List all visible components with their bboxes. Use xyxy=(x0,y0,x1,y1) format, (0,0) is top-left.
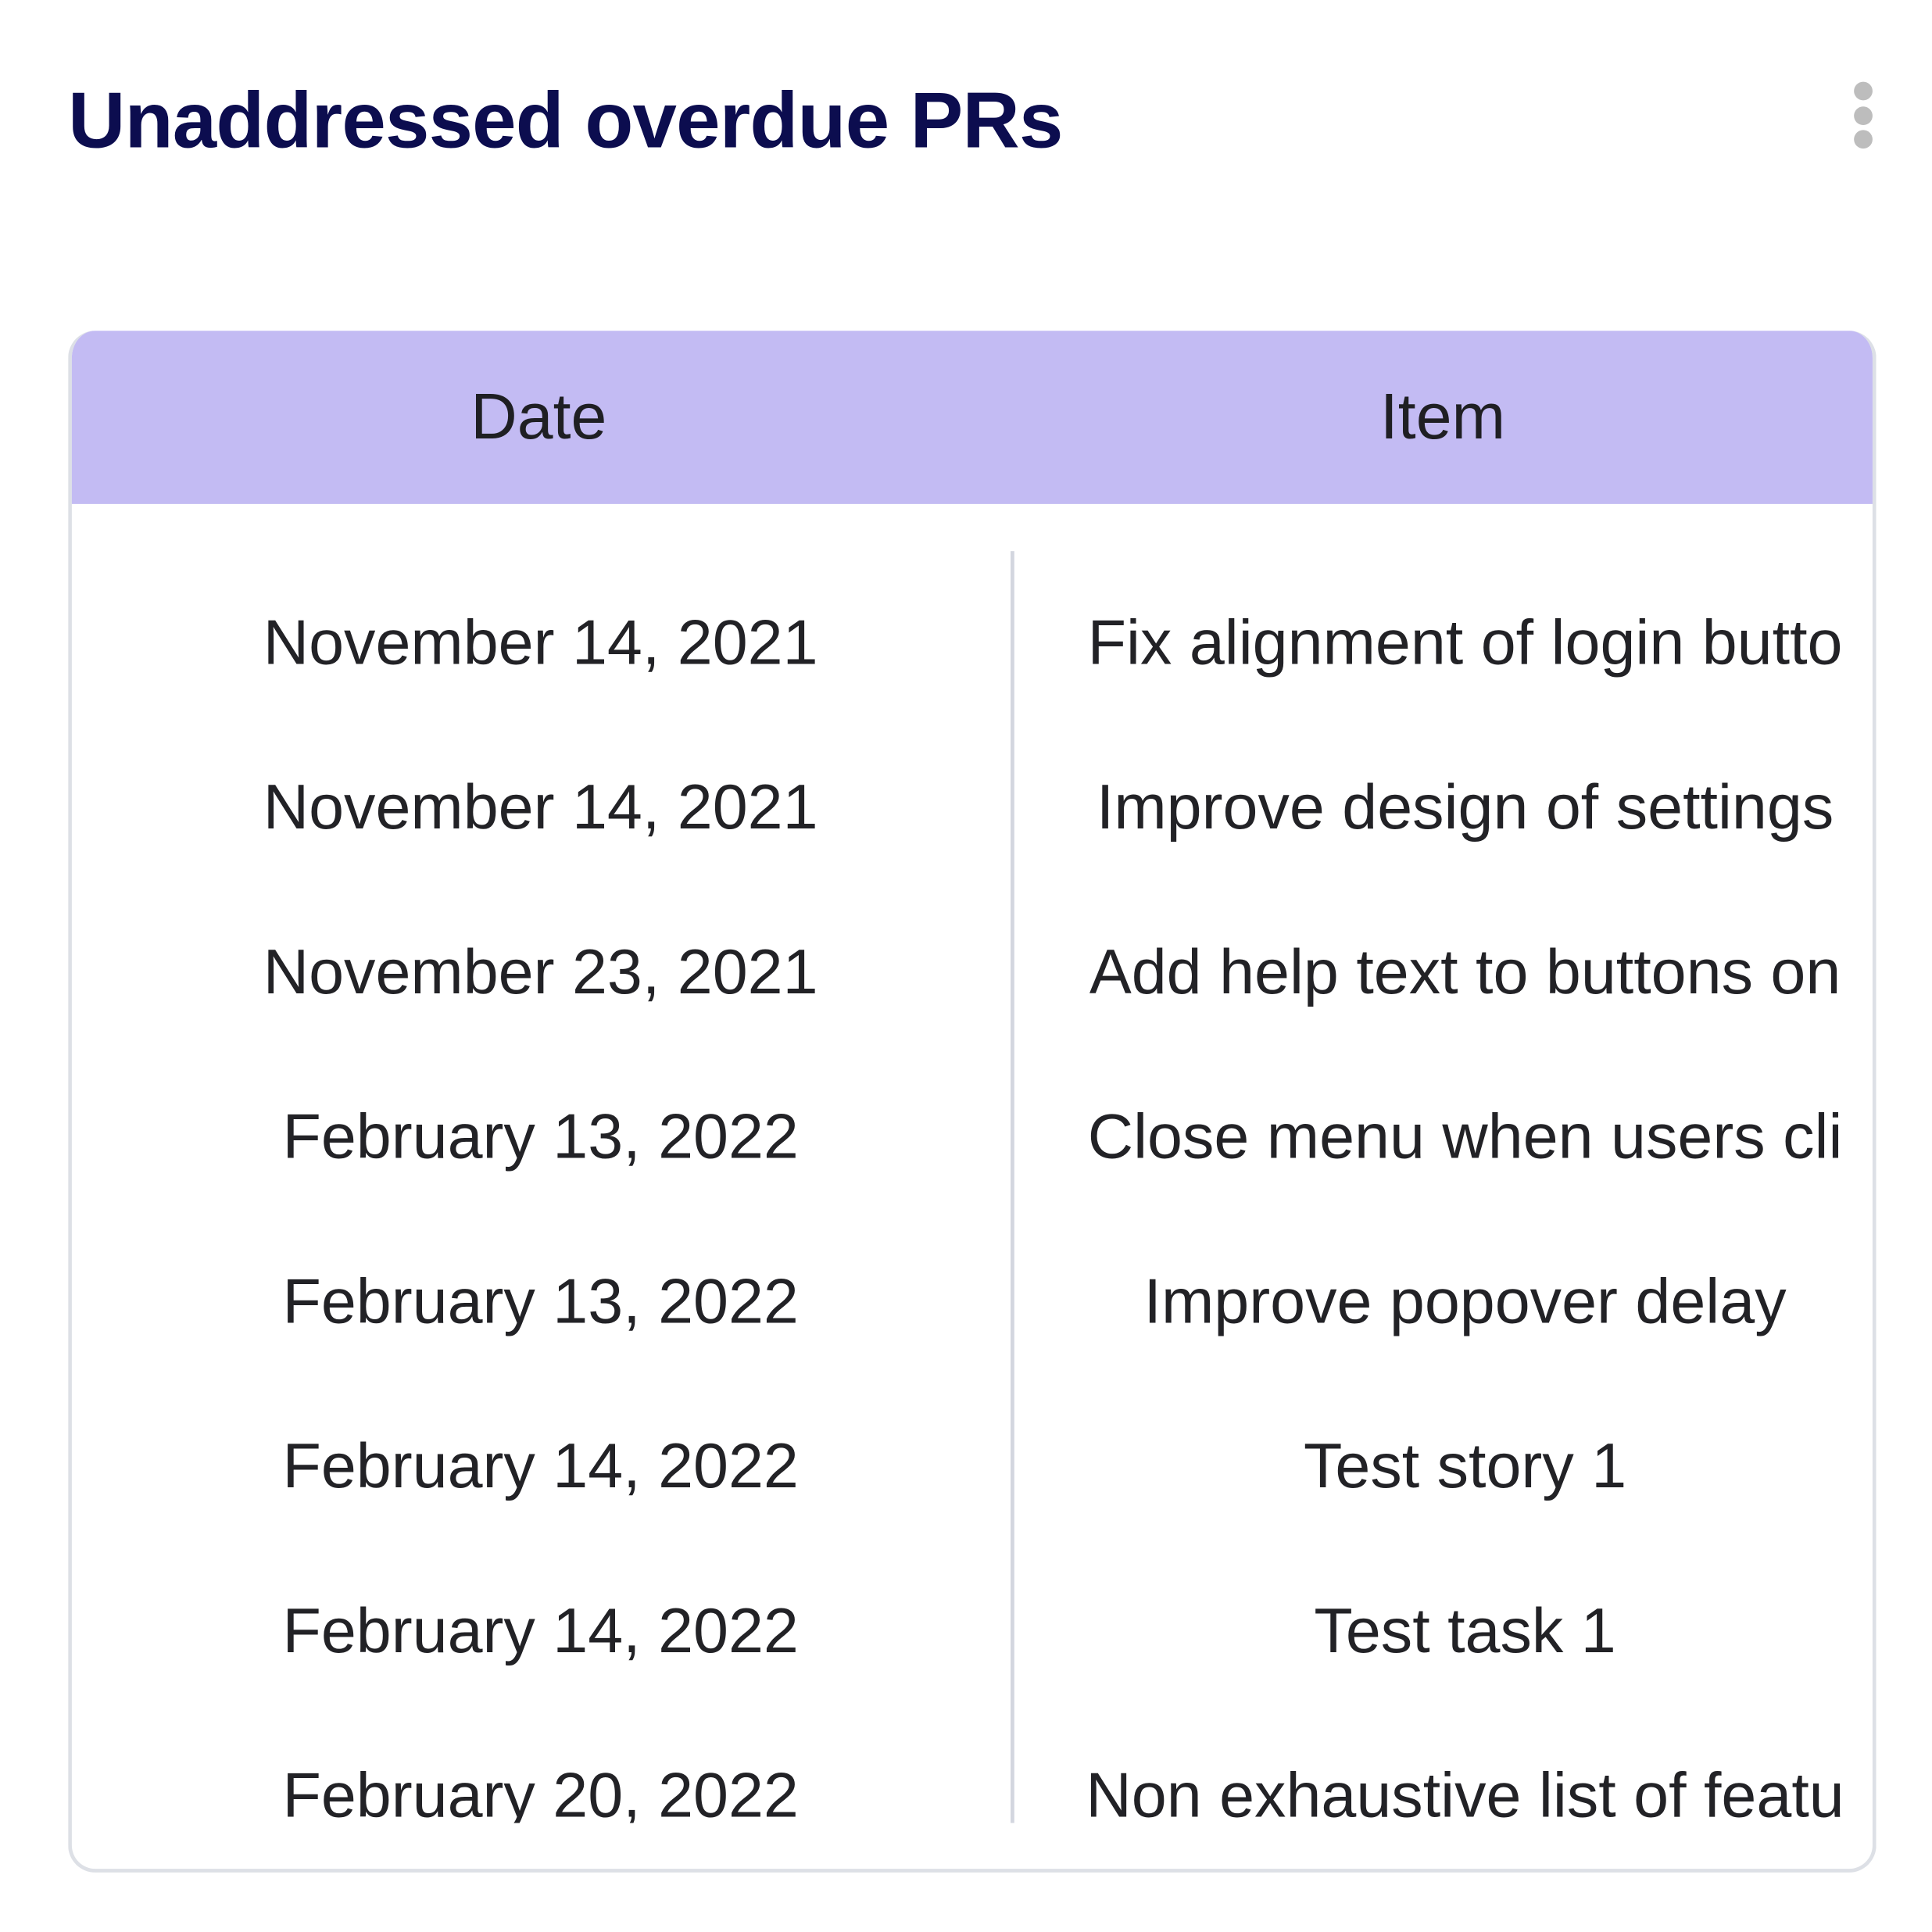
table-row[interactable]: February 13, 2022 Close menu when users c… xyxy=(72,1054,1873,1218)
column-header-date[interactable]: Date xyxy=(470,381,607,453)
cell-date: February 14, 2022 xyxy=(282,1594,799,1666)
cell-item: Test task 1 xyxy=(1314,1594,1616,1666)
data-table: Date Item November 14, 2021 Fix alignment… xyxy=(68,331,1877,1873)
kebab-menu-icon[interactable] xyxy=(1850,81,1875,149)
table-row[interactable]: February 13, 2022 Improve popover delay xyxy=(72,1218,1873,1383)
cell-item: Test story 1 xyxy=(1303,1430,1627,1501)
cell-item: Add help text to buttons on xyxy=(1089,936,1841,1007)
column-header-item[interactable]: Item xyxy=(1379,381,1506,453)
table-body[interactable]: November 14, 2021 Fix alignment of login … xyxy=(72,504,1873,1823)
cell-item: Non exhaustive list of featu xyxy=(1086,1759,1844,1823)
table-row[interactable]: February 14, 2022 Test task 1 xyxy=(72,1548,1873,1713)
cell-date: February 13, 2022 xyxy=(282,1100,799,1172)
table-header: Date Item xyxy=(71,331,1873,504)
table-row[interactable]: February 20, 2022 Non exhaustive list of … xyxy=(72,1713,1873,1823)
cell-date: November 14, 2021 xyxy=(263,771,818,843)
table-row[interactable]: November 23, 2021 Add help text to button… xyxy=(72,889,1873,1054)
cell-date: February 20, 2022 xyxy=(282,1759,799,1823)
table-row[interactable]: February 14, 2022 Test story 1 xyxy=(72,1383,1873,1548)
cell-date: November 14, 2021 xyxy=(263,606,818,678)
cell-date: November 23, 2021 xyxy=(263,936,818,1007)
column-divider xyxy=(1011,551,1014,1823)
table-row[interactable]: November 14, 2021 Fix alignment of login … xyxy=(72,560,1873,724)
cell-item: Fix alignment of login butto xyxy=(1087,606,1843,678)
cell-item: Close menu when users cli xyxy=(1087,1100,1843,1172)
widget-title: Unaddressed overdue PRs xyxy=(68,75,1063,165)
cell-date: February 13, 2022 xyxy=(282,1265,799,1336)
cell-date: February 14, 2022 xyxy=(282,1430,799,1501)
cell-item: Improve design of settings xyxy=(1096,771,1834,843)
table-row[interactable]: November 14, 2021 Improve design of setti… xyxy=(72,724,1873,889)
cell-item: Improve popover delay xyxy=(1143,1265,1787,1336)
